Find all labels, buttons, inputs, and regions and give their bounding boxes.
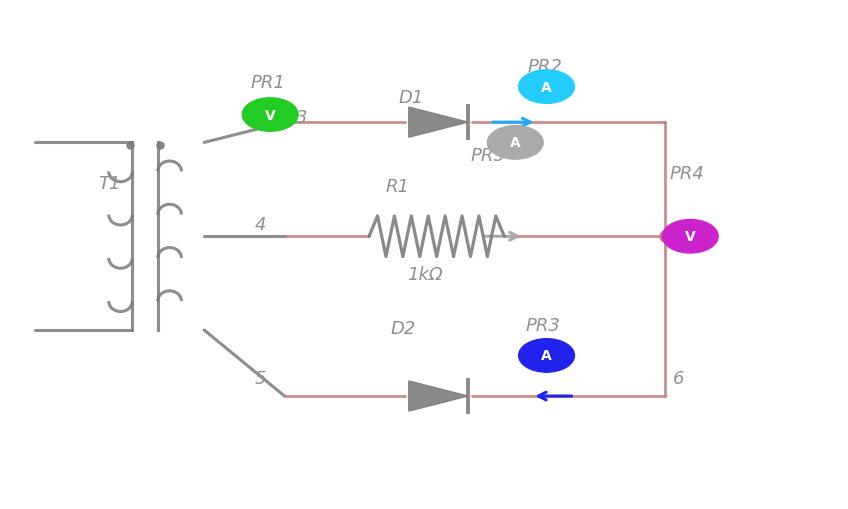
Circle shape xyxy=(662,220,718,253)
Polygon shape xyxy=(409,108,468,138)
Text: 1kΩ: 1kΩ xyxy=(407,266,443,284)
Text: 4: 4 xyxy=(255,215,266,233)
Text: 6: 6 xyxy=(673,370,685,387)
Text: R1: R1 xyxy=(386,177,410,195)
Circle shape xyxy=(519,71,574,104)
Text: 3: 3 xyxy=(295,109,307,127)
Circle shape xyxy=(519,339,574,373)
Text: A: A xyxy=(541,80,552,95)
Text: A: A xyxy=(541,349,552,363)
Text: V: V xyxy=(265,108,276,122)
Text: V: V xyxy=(685,230,695,244)
Text: 5: 5 xyxy=(255,370,266,387)
Circle shape xyxy=(243,99,298,132)
Polygon shape xyxy=(409,381,468,411)
Text: PR5: PR5 xyxy=(471,147,505,165)
Text: PR4: PR4 xyxy=(669,164,704,183)
Text: A: A xyxy=(510,136,521,150)
Text: PR3: PR3 xyxy=(526,317,561,334)
Text: D1: D1 xyxy=(399,89,424,106)
Text: PR1: PR1 xyxy=(251,73,286,91)
Text: T1: T1 xyxy=(98,175,121,192)
Text: PR2: PR2 xyxy=(528,58,563,76)
Circle shape xyxy=(488,126,544,160)
Text: D2: D2 xyxy=(390,319,416,337)
